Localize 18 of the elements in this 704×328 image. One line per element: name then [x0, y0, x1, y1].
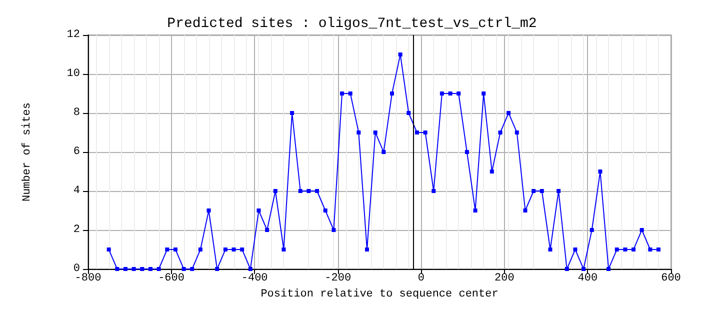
chart-title: Predicted sites : oligos_7nt_test_vs_ctrl_m2 [167, 16, 537, 32]
y-tick-label: 12 [66, 29, 80, 41]
x-tick-label: -800 [74, 272, 102, 284]
y-tick-label: 2 [73, 224, 80, 236]
y-tick-label: 6 [73, 146, 80, 158]
x-tick-label: -400 [241, 272, 268, 284]
x-axis-title: Position relative to sequence center [260, 288, 498, 300]
x-tick-label: 200 [494, 272, 514, 284]
x-tick-label: 0 [418, 272, 424, 284]
y-tick-label: 4 [73, 185, 80, 197]
x-tick-label: -600 [158, 272, 184, 284]
y-axis-title: Number of sites [22, 102, 34, 202]
y-tick-label: 10 [66, 68, 80, 80]
y-tick-label: 0 [73, 263, 80, 275]
x-tick-label: 400 [578, 272, 598, 284]
x-tick-label: 600 [661, 272, 681, 284]
x-tick-label: -200 [324, 272, 352, 284]
y-tick-label: 8 [73, 107, 80, 119]
